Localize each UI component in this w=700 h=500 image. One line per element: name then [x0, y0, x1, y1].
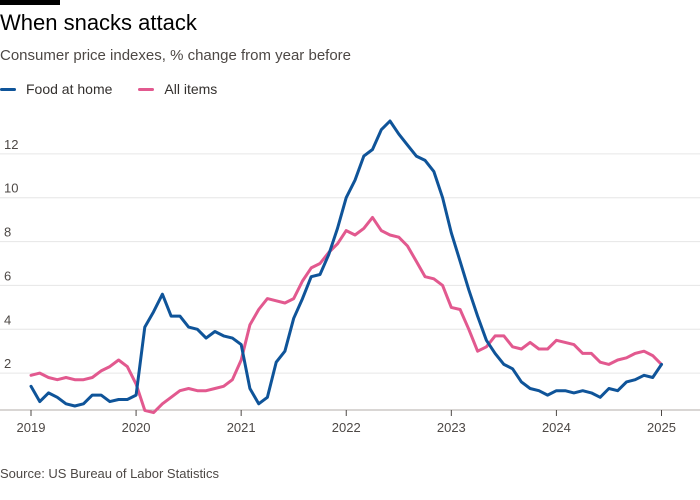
- legend-label-food-at-home: Food at home: [26, 81, 113, 97]
- x-axis-ticks: 2019 2020 2021 2022 2023 2024 2025: [0, 409, 700, 435]
- y-tick-label-12: 12: [4, 137, 18, 152]
- legend-swatch-all-items: [138, 87, 155, 91]
- x-tick-label-2022: 2022: [332, 420, 361, 435]
- x-tick-label-2025: 2025: [647, 420, 676, 435]
- y-tick-label-6: 6: [4, 268, 11, 283]
- y-tick-label-10: 10: [4, 181, 18, 196]
- y-tick-label-2: 2: [4, 356, 11, 371]
- series-lines: [29, 119, 663, 415]
- chart-legend: Food at home All items: [0, 79, 243, 99]
- line-chart: 2 4 6 8 10 12 2019 2020 2021 2022 2023 2024 2025: [0, 119, 700, 435]
- y-tick-label-8: 8: [4, 225, 11, 240]
- legend-swatch-food-at-home: [0, 87, 16, 91]
- series-line-food-at-home: [29, 119, 663, 408]
- legend-item-all-items: All items: [138, 81, 217, 97]
- series-line-all-items: [29, 215, 663, 415]
- source-note: Source: US Bureau of Labor Statistics: [0, 466, 219, 481]
- legend-label-all-items: All items: [164, 81, 218, 97]
- header-accent-bar: [0, 0, 60, 5]
- y-axis-ticks: 2 4 6 8 10 12: [4, 137, 18, 371]
- chart-title: When snacks attack: [0, 10, 197, 35]
- x-tick-label-2023: 2023: [437, 420, 466, 435]
- y-tick-label-4: 4: [4, 312, 11, 327]
- x-tick-label-2019: 2019: [17, 420, 46, 435]
- legend-item-food-at-home: Food at home: [0, 81, 112, 97]
- gridlines: [0, 153, 700, 374]
- x-tick-label-2024: 2024: [542, 420, 571, 435]
- chart-subtitle: Consumer price indexes, % change from ye…: [0, 47, 352, 64]
- x-tick-label-2020: 2020: [122, 420, 151, 435]
- x-tick-label-2021: 2021: [227, 420, 256, 435]
